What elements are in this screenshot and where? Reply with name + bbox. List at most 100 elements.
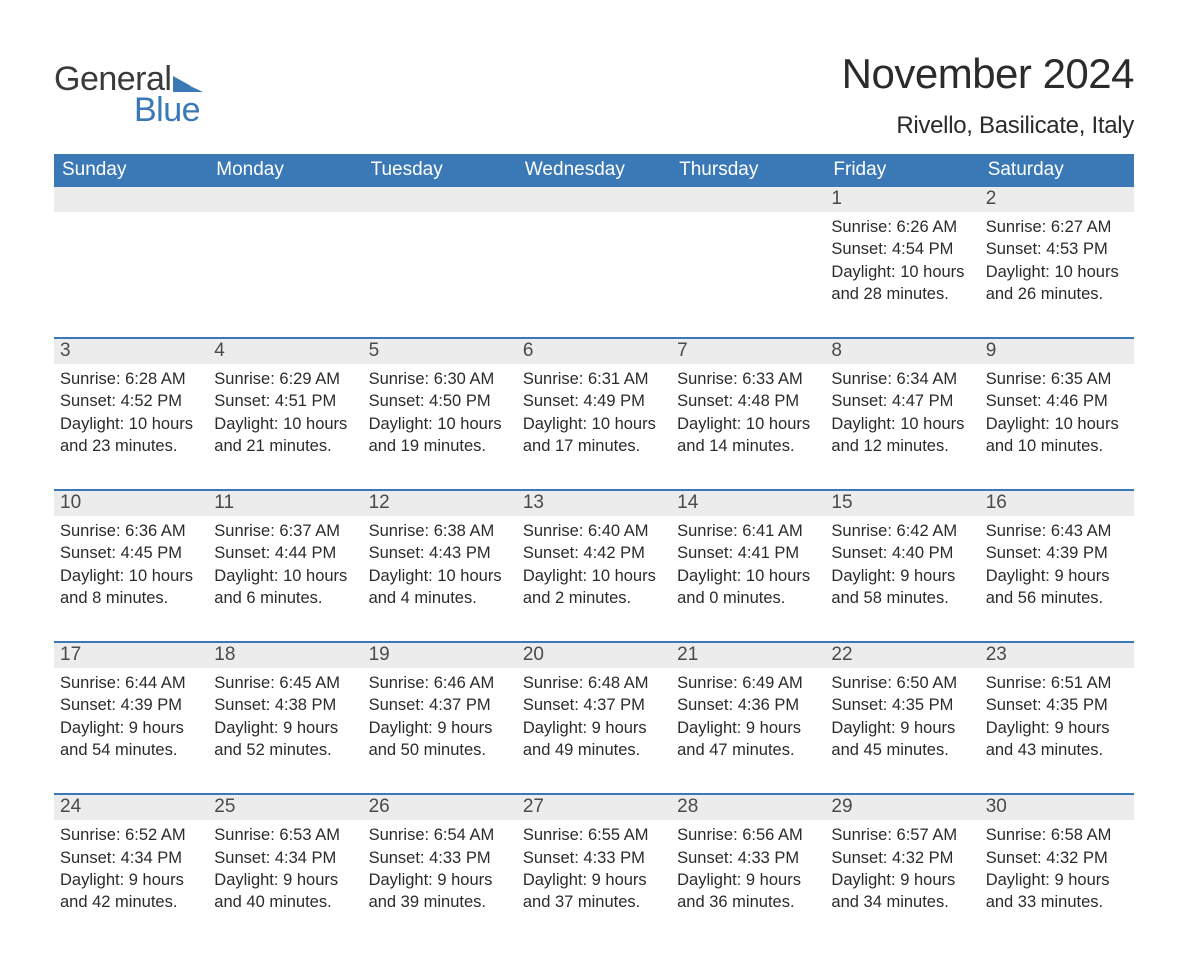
day-cell: 5Sunrise: 6:30 AMSunset: 4:50 PMDaylight… xyxy=(363,339,517,459)
calendar: SundayMondayTuesdayWednesdayThursdayFrid… xyxy=(54,154,1134,915)
daylight-line: Daylight: 9 hours and 49 minutes. xyxy=(523,717,665,762)
day-number: 4 xyxy=(208,339,362,364)
sunrise-line: Sunrise: 6:28 AM xyxy=(60,368,202,390)
sunset-line: Sunset: 4:32 PM xyxy=(831,847,973,869)
day-number: 28 xyxy=(671,795,825,820)
sunrise-label: Sunrise: xyxy=(986,370,1047,388)
weeks-container: 1Sunrise: 6:26 AMSunset: 4:54 PMDaylight… xyxy=(54,187,1134,915)
daylight-label: Daylight: xyxy=(986,871,1050,889)
daylight-line: Daylight: 9 hours and 34 minutes. xyxy=(831,869,973,914)
title-block: November 2024 Rivello, Basilicate, Italy xyxy=(842,50,1134,140)
daylight-line: Daylight: 10 hours and 4 minutes. xyxy=(369,565,511,610)
daylight-line: Daylight: 9 hours and 47 minutes. xyxy=(677,717,819,762)
sunrise-line: Sunrise: 6:57 AM xyxy=(831,824,973,846)
day-body: Sunrise: 6:48 AMSunset: 4:37 PMDaylight:… xyxy=(517,668,671,763)
day-number: 26 xyxy=(363,795,517,820)
sunset-value: 4:32 PM xyxy=(892,849,953,867)
sunset-line: Sunset: 4:33 PM xyxy=(369,847,511,869)
sunset-line: Sunset: 4:35 PM xyxy=(986,694,1128,716)
sunrise-value: 6:36 AM xyxy=(125,522,186,540)
day-body: Sunrise: 6:51 AMSunset: 4:35 PMDaylight:… xyxy=(980,668,1134,763)
day-cell: 22Sunrise: 6:50 AMSunset: 4:35 PMDayligh… xyxy=(825,643,979,763)
sunset-label: Sunset: xyxy=(60,849,116,867)
sunrise-value: 6:27 AM xyxy=(1051,218,1112,236)
daylight-line: Daylight: 10 hours and 2 minutes. xyxy=(523,565,665,610)
sunset-value: 4:48 PM xyxy=(738,392,799,410)
sunset-line: Sunset: 4:41 PM xyxy=(677,542,819,564)
sunrise-line: Sunrise: 6:53 AM xyxy=(214,824,356,846)
sunset-value: 4:32 PM xyxy=(1046,849,1107,867)
daylight-line: Daylight: 10 hours and 12 minutes. xyxy=(831,413,973,458)
sunrise-label: Sunrise: xyxy=(831,370,892,388)
day-cell: 25Sunrise: 6:53 AMSunset: 4:34 PMDayligh… xyxy=(208,795,362,915)
day-number: 9 xyxy=(980,339,1134,364)
sunrise-value: 6:28 AM xyxy=(125,370,186,388)
sunrise-value: 6:31 AM xyxy=(588,370,649,388)
sunset-label: Sunset: xyxy=(677,392,733,410)
sunset-label: Sunset: xyxy=(369,392,425,410)
sunrise-label: Sunrise: xyxy=(60,522,121,540)
day-cell: 26Sunrise: 6:54 AMSunset: 4:33 PMDayligh… xyxy=(363,795,517,915)
sunrise-label: Sunrise: xyxy=(60,674,121,692)
daylight-line: Daylight: 9 hours and 56 minutes. xyxy=(986,565,1128,610)
sunset-line: Sunset: 4:44 PM xyxy=(214,542,356,564)
sunset-value: 4:53 PM xyxy=(1046,240,1107,258)
logo-word2: Blue xyxy=(134,91,203,130)
day-cell: 14Sunrise: 6:41 AMSunset: 4:41 PMDayligh… xyxy=(671,491,825,611)
sunset-label: Sunset: xyxy=(523,696,579,714)
day-body: Sunrise: 6:33 AMSunset: 4:48 PMDaylight:… xyxy=(671,364,825,459)
sunset-label: Sunset: xyxy=(214,544,270,562)
day-cell: 9Sunrise: 6:35 AMSunset: 4:46 PMDaylight… xyxy=(980,339,1134,459)
sunrise-line: Sunrise: 6:35 AM xyxy=(986,368,1128,390)
sunrise-label: Sunrise: xyxy=(60,826,121,844)
sunrise-line: Sunrise: 6:49 AM xyxy=(677,672,819,694)
sunrise-label: Sunrise: xyxy=(523,826,584,844)
sunset-line: Sunset: 4:51 PM xyxy=(214,390,356,412)
daylight-line: Daylight: 9 hours and 33 minutes. xyxy=(986,869,1128,914)
daylight-line: Daylight: 10 hours and 14 minutes. xyxy=(677,413,819,458)
sunset-line: Sunset: 4:35 PM xyxy=(831,694,973,716)
day-cell: 15Sunrise: 6:42 AMSunset: 4:40 PMDayligh… xyxy=(825,491,979,611)
day-number: 17 xyxy=(54,643,208,668)
sunset-label: Sunset: xyxy=(523,849,579,867)
sunset-label: Sunset: xyxy=(60,544,116,562)
sunset-value: 4:38 PM xyxy=(275,696,336,714)
sunrise-line: Sunrise: 6:37 AM xyxy=(214,520,356,542)
sunrise-line: Sunrise: 6:48 AM xyxy=(523,672,665,694)
daylight-label: Daylight: xyxy=(986,719,1050,737)
sunset-label: Sunset: xyxy=(523,544,579,562)
sunrise-label: Sunrise: xyxy=(369,826,430,844)
day-number: 27 xyxy=(517,795,671,820)
sunrise-line: Sunrise: 6:27 AM xyxy=(986,216,1128,238)
sunset-label: Sunset: xyxy=(986,696,1042,714)
sunset-line: Sunset: 4:38 PM xyxy=(214,694,356,716)
sunset-label: Sunset: xyxy=(369,696,425,714)
daylight-label: Daylight: xyxy=(369,415,433,433)
sunset-value: 4:33 PM xyxy=(738,849,799,867)
day-cell: 21Sunrise: 6:49 AMSunset: 4:36 PMDayligh… xyxy=(671,643,825,763)
day-body: Sunrise: 6:57 AMSunset: 4:32 PMDaylight:… xyxy=(825,820,979,915)
sunrise-label: Sunrise: xyxy=(523,674,584,692)
week-spacer xyxy=(54,763,1134,793)
sunset-value: 4:40 PM xyxy=(892,544,953,562)
sunrise-value: 6:53 AM xyxy=(279,826,340,844)
daylight-label: Daylight: xyxy=(214,871,278,889)
sunrise-label: Sunrise: xyxy=(214,826,275,844)
sunrise-value: 6:29 AM xyxy=(279,370,340,388)
day-number: 16 xyxy=(980,491,1134,516)
dow-cell: Friday xyxy=(825,154,979,187)
daylight-label: Daylight: xyxy=(60,871,124,889)
day-number: 30 xyxy=(980,795,1134,820)
daylight-label: Daylight: xyxy=(214,567,278,585)
sunset-label: Sunset: xyxy=(831,849,887,867)
sunrise-label: Sunrise: xyxy=(214,370,275,388)
day-body: Sunrise: 6:30 AMSunset: 4:50 PMDaylight:… xyxy=(363,364,517,459)
daylight-label: Daylight: xyxy=(831,567,895,585)
sunrise-value: 6:40 AM xyxy=(588,522,649,540)
dow-cell: Saturday xyxy=(980,154,1134,187)
sunset-value: 4:36 PM xyxy=(738,696,799,714)
week-row: 3Sunrise: 6:28 AMSunset: 4:52 PMDaylight… xyxy=(54,337,1134,459)
sunset-value: 4:35 PM xyxy=(1046,696,1107,714)
sunset-line: Sunset: 4:37 PM xyxy=(523,694,665,716)
sunrise-value: 6:48 AM xyxy=(588,674,649,692)
